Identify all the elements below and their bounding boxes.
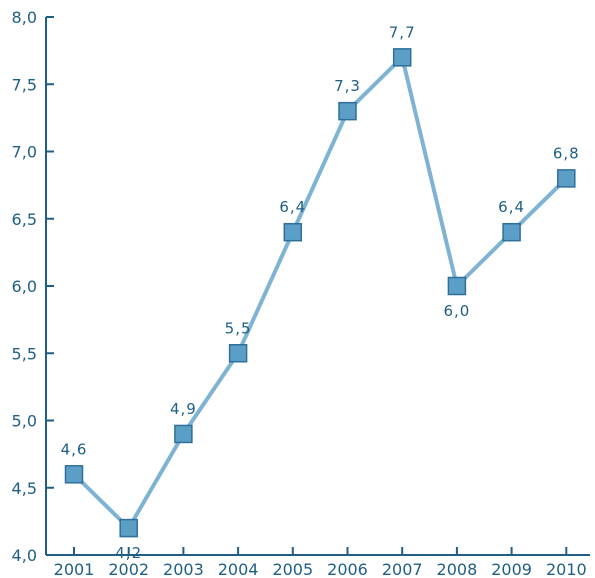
- data-point-marker: [392, 48, 412, 67]
- data-point-marker: [64, 465, 84, 484]
- y-tick-label: 4,5: [12, 479, 37, 498]
- x-tick-label: 2009: [491, 560, 532, 578]
- data-label: 4,6: [61, 440, 88, 458]
- axes: [45, 16, 590, 556]
- data-label: 6,4: [498, 198, 525, 216]
- x-tick-label: 2003: [163, 560, 204, 578]
- data-labels: 4,6 4,2 4,9 5,5 6,4 7,3 7,7 6,0 6,4 6,8: [61, 23, 580, 562]
- x-tick-label: 2006: [327, 560, 368, 578]
- y-tick-label: 5,0: [12, 412, 37, 431]
- data-point-marker: [283, 222, 303, 242]
- y-tick-label: 6,0: [12, 277, 37, 296]
- series-line: [72, 55, 569, 531]
- data-point-marker: [502, 222, 521, 242]
- x-tick-label: 2005: [272, 560, 313, 578]
- data-label: 6,0: [443, 302, 470, 320]
- y-tick-label: 4,0: [12, 546, 37, 565]
- data-point-marker: [174, 424, 193, 444]
- x-tick-label: 2002: [108, 560, 149, 578]
- x-tick-label: 2004: [218, 560, 259, 578]
- data-point-marker: [228, 344, 248, 363]
- data-label: 5,5: [225, 319, 252, 337]
- y-tick-label: 6,5: [12, 210, 37, 229]
- tick-labels: 4,0 4,5 5,0 5,5 6,0 6,5 7,0 7,5 8,0 2001 2002 2003 2…: [12, 8, 587, 578]
- y-tick-label: 8,0: [12, 8, 37, 27]
- y-tick-label: 7,5: [12, 75, 37, 94]
- data-label: 6,4: [279, 198, 306, 216]
- y-tick-label: 5,5: [12, 344, 37, 363]
- data-label: 6,8: [553, 144, 580, 162]
- data-point-marker: [557, 169, 576, 188]
- data-label: 7,3: [334, 77, 361, 95]
- data-point-marker: [338, 101, 357, 121]
- x-tick-label: 2008: [437, 560, 478, 578]
- x-tick-label: 2007: [382, 560, 423, 578]
- data-point-marker: [119, 518, 138, 538]
- markers: [64, 48, 576, 538]
- data-point-marker: [447, 276, 467, 296]
- data-label: 7,7: [389, 23, 416, 41]
- x-tick-label: 2010: [546, 560, 587, 578]
- x-tick-label: 2001: [54, 560, 95, 578]
- data-label: 4,9: [170, 400, 197, 418]
- data-label: 4,2: [115, 544, 142, 562]
- y-tick-label: 7,0: [12, 143, 37, 162]
- series: [72, 55, 569, 531]
